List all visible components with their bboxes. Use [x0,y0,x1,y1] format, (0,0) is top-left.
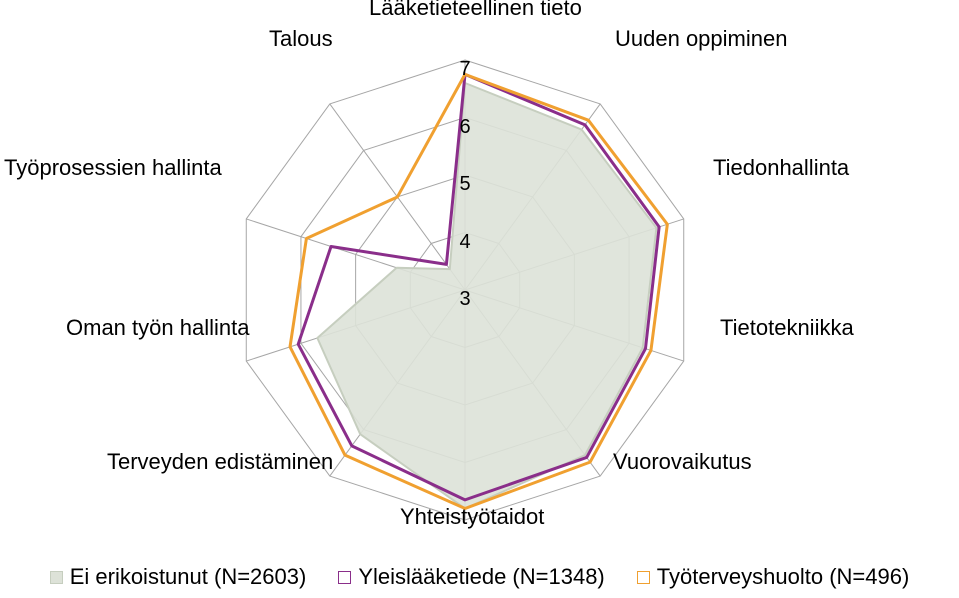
tick-label: 6 [455,116,475,139]
radar-chart-container: Lääketieteellinen tieto Uuden oppiminen … [0,0,959,598]
legend-item: Työterveyshuolto (N=496) [637,564,910,590]
tick-label: 5 [455,173,475,196]
axis-label: Työprosessien hallinta [4,155,222,181]
axis-label: Uuden oppiminen [615,26,787,52]
legend-label: Työterveyshuolto (N=496) [657,564,910,590]
legend-label: Ei erikoistunut (N=2603) [70,564,307,590]
axis-label: Terveyden edistäminen [107,449,333,475]
tick-label: 7 [455,58,475,81]
legend-swatch [338,571,351,584]
tick-label: 4 [455,231,475,254]
axis-label: Yhteistyötaidot [400,504,544,530]
legend-swatch [637,571,650,584]
axis-label: Tiedonhallinta [713,155,849,181]
axis-label: Talous [269,26,333,52]
legend-item: Ei erikoistunut (N=2603) [50,564,307,590]
axis-label: Lääketieteellinen tieto [369,0,582,21]
legend-label: Yleislääketiede (N=1348) [358,564,604,590]
legend: Ei erikoistunut (N=2603) Yleislääketiede… [0,564,959,590]
axis-label: Vuorovaikutus [613,449,752,475]
tick-label: 3 [455,288,475,311]
legend-swatch [50,571,63,584]
axis-label: Oman työn hallinta [66,315,249,341]
legend-item: Yleislääketiede (N=1348) [338,564,604,590]
axis-label: Tietotekniikka [720,315,854,341]
